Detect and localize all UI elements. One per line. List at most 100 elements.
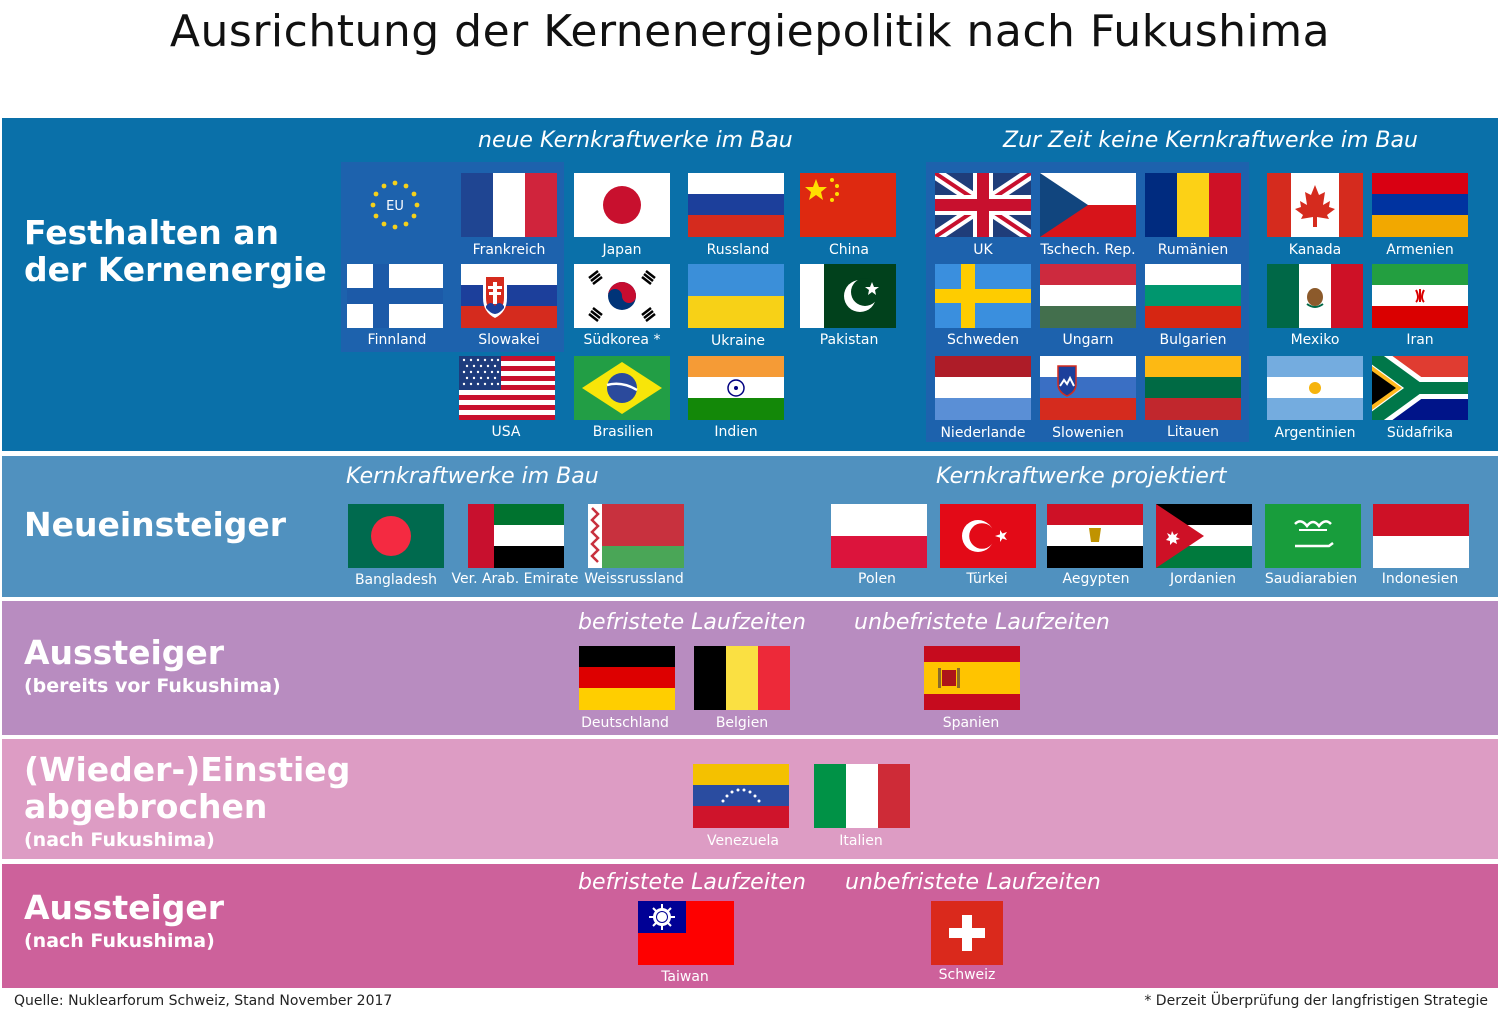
label-suedafrika: Südafrika <box>1386 425 1454 441</box>
label-tuerkei: Türkei <box>966 571 1008 587</box>
section-befristet-2: befristete Laufzeiten <box>578 870 806 895</box>
label-china: China <box>829 242 869 258</box>
page-title: Ausrichtung der Kernenergiepolitik nach … <box>169 6 1331 57</box>
flag-belgien <box>694 646 790 710</box>
label-schweden: Schweden <box>947 332 1019 348</box>
category-abgebrochen-line1: (Wieder-)Einstieg <box>24 750 351 789</box>
label-slowenien: Slowenien <box>1052 425 1124 441</box>
label-italien: Italien <box>839 833 883 849</box>
section-unbefristet-2: unbefristete Laufzeiten <box>845 870 1101 895</box>
label-armenien: Armenien <box>1386 242 1454 258</box>
flag-polen <box>831 504 927 568</box>
flag-mexiko <box>1267 264 1363 328</box>
label-indien: Indien <box>714 424 758 440</box>
label-finnland: Finnland <box>367 332 427 348</box>
label-russland: Russland <box>706 242 770 258</box>
flag-japan <box>574 173 670 237</box>
section-neue-bau: neue Kernkraftwerke im Bau <box>478 128 793 153</box>
flag-tschechien <box>1040 173 1136 237</box>
flag-indonesien <box>1373 504 1469 568</box>
category-aussteiger-vor-sub: (bereits vor Fukushima) <box>24 674 281 697</box>
flag-ungarn <box>1040 264 1136 328</box>
flag-taiwan <box>638 901 734 965</box>
label-rumaenien: Rumänien <box>1157 242 1229 258</box>
flag-indien <box>688 356 784 420</box>
category-neueinsteiger: Neueinsteiger <box>24 505 287 544</box>
category-abgebrochen-sub: (nach Fukushima) <box>24 828 215 851</box>
flag-russland <box>688 173 784 237</box>
category-festhalten-line1: Festhalten an <box>24 213 279 252</box>
flag-vae <box>468 504 564 568</box>
category-neueinsteiger-label: Neueinsteiger <box>24 505 287 544</box>
label-pakistan: Pakistan <box>819 332 879 348</box>
category-aussteiger-vor-label: Aussteiger <box>24 633 225 672</box>
label-vae: Ver. Arab. Emirate <box>451 571 579 587</box>
label-bangladesh: Bangladesh <box>354 572 438 588</box>
flag-frankreich <box>461 173 557 237</box>
label-indonesien: Indonesien <box>1381 571 1459 587</box>
flag-rumaenien <box>1145 173 1241 237</box>
flag-bulgarien <box>1145 264 1241 328</box>
label-kanada: Kanada <box>1288 242 1342 258</box>
label-japan: Japan <box>602 242 642 258</box>
flag-usa <box>459 356 555 420</box>
flag-slowenien <box>1040 356 1136 420</box>
flag-jordanien <box>1156 504 1252 568</box>
label-spanien: Spanien <box>942 715 1000 731</box>
label-schweiz: Schweiz <box>938 967 996 983</box>
section-unbefristet-1: unbefristete Laufzeiten <box>854 610 1110 635</box>
label-deutschland: Deutschland <box>581 715 669 731</box>
category-festhalten: Festhalten an der Kernenergie <box>24 213 327 289</box>
category-aussteiger-nach-sub: (nach Fukushima) <box>24 929 215 952</box>
flag-aegypten <box>1047 504 1143 568</box>
category-festhalten-line2: der Kernenergie <box>24 249 327 289</box>
flag-suedkorea <box>574 264 670 328</box>
label-ungarn: Ungarn <box>1062 332 1114 348</box>
section-befristet-1: befristete Laufzeiten <box>578 610 806 635</box>
flag-iran <box>1372 264 1468 328</box>
label-aegypten: Aegypten <box>1062 571 1130 587</box>
label-suedkorea: Südkorea * <box>583 332 661 348</box>
flag-niederlande <box>935 356 1031 420</box>
flag-argentinien <box>1267 356 1363 420</box>
label-brasilien: Brasilien <box>592 424 654 440</box>
flag-venezuela <box>693 764 789 828</box>
flag-pakistan <box>800 264 896 328</box>
label-niederlande: Niederlande <box>940 425 1026 441</box>
flag-brasilien <box>574 356 670 420</box>
section-kkw-projektiert: Kernkraftwerke projektiert <box>936 464 1227 489</box>
label-belgien: Belgien <box>715 715 769 731</box>
category-aussteiger-nach-label: Aussteiger <box>24 888 225 927</box>
flag-eu: EU <box>347 173 443 237</box>
flag-litauen <box>1145 356 1241 420</box>
label-tschechien: Tschech. Rep. <box>1040 242 1136 258</box>
flag-schweiz <box>931 901 1003 965</box>
label-weissrussland: Weissrussland <box>584 571 684 587</box>
flag-schweden <box>935 264 1031 328</box>
flag-uk <box>935 173 1031 237</box>
category-aussteiger-nach: Aussteiger (nach Fukushima) <box>24 888 225 952</box>
label-ukraine: Ukraine <box>710 333 766 349</box>
flag-bangladesh <box>348 504 444 568</box>
flag-finnland <box>347 264 443 328</box>
category-aussteiger-vor: Aussteiger (bereits vor Fukushima) <box>24 633 281 697</box>
label-iran: Iran <box>1406 332 1434 348</box>
footer-note: * Derzeit Überprüfung der langfristigen … <box>1144 993 1488 1009</box>
flag-china <box>800 173 896 237</box>
category-abgebrochen-line2: abgebrochen <box>24 786 268 826</box>
label-litauen: Litauen <box>1166 424 1220 440</box>
label-uk: UK <box>973 242 993 258</box>
label-argentinien: Argentinien <box>1274 425 1356 441</box>
band-aussteiger-nach <box>2 864 1498 988</box>
label-mexiko: Mexiko <box>1290 332 1340 348</box>
label-usa: USA <box>491 424 521 440</box>
flag-suedafrika <box>1372 356 1468 420</box>
flag-slowakei <box>461 264 557 328</box>
category-abgebrochen: (Wieder-)Einstieg abgebrochen (nach Fuku… <box>24 750 351 851</box>
flag-ukraine <box>688 264 784 328</box>
flag-italien <box>814 764 910 828</box>
flag-spanien <box>924 646 1020 710</box>
flag-weissrussland <box>588 504 684 568</box>
label-bulgarien: Bulgarien <box>1159 332 1227 348</box>
section-kkw-bau: Kernkraftwerke im Bau <box>346 464 599 489</box>
